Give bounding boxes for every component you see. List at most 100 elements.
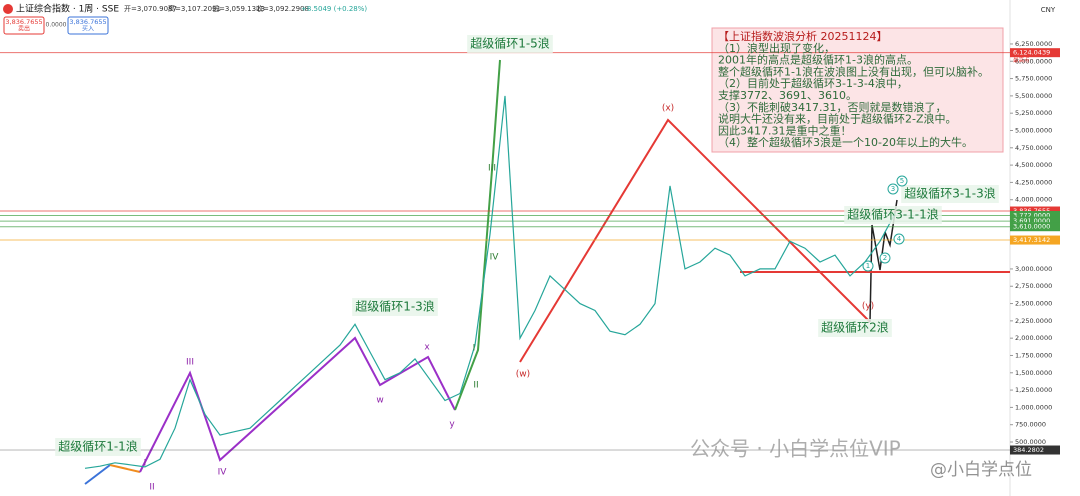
wave-line (869, 199, 898, 323)
price-line (84, 95, 896, 469)
wave-line (109, 464, 141, 473)
wave-mark: x (424, 343, 430, 353)
y-tick-label: 1,750.0000 (1015, 351, 1052, 359)
price-tag (1010, 445, 1060, 455)
ohlc-close: 收=3,092.2908 (256, 4, 309, 13)
analysis-line: 因此3417.31是重中之重！ (718, 123, 852, 137)
y-tick-label: 2,000.0000 (1015, 334, 1052, 342)
analysis-line: 说明大牛还没有来，目前处于超级循环2-Z浪中。 (718, 112, 957, 126)
wave-label-box (352, 298, 438, 316)
wave-mark: (w) (516, 370, 530, 380)
sell-price: 3,836.7655 (5, 18, 42, 26)
y-tick-label: 6,250.0000 (1015, 40, 1052, 48)
wave-circle (862, 260, 874, 272)
wave-circle-label: 4 (897, 235, 902, 243)
y-tick-label: 2,750.0000 (1015, 282, 1052, 290)
y-tick-label: 2,500.0000 (1015, 300, 1052, 308)
y-tick-label: 6,000.0000 (1015, 57, 1052, 65)
y-tick-label: 4,750.0000 (1015, 144, 1052, 152)
sell-label: 卖出 (18, 25, 30, 33)
y-tick-label: 500.0000 (1015, 438, 1046, 446)
wave-label-box (844, 206, 942, 224)
wave-mark: I (473, 344, 476, 354)
wave-line (519, 118, 871, 363)
wave-drawings (84, 59, 898, 485)
wave-label-box (467, 35, 553, 53)
analysis-line: 【上证指数波浪分析 20251124】 (718, 29, 887, 43)
wave-label: 超级循环1-1浪 (58, 439, 138, 454)
y-tick-label: 5,000.0000 (1015, 126, 1052, 134)
chart-content: 500.0000 750.0000 1,000.0000 1,250.0000 1,50… (0, 29, 1060, 493)
wave-circle-label: 1 (866, 262, 870, 270)
buy-button[interactable] (67, 16, 109, 35)
wave-label: 超级循环2浪 (821, 320, 889, 335)
price-tag (1010, 235, 1060, 245)
analysis-line: （3）不能刺破3417.31，否则就是数错浪了， (718, 100, 947, 114)
y-tick-label: 5,750.0000 (1015, 75, 1052, 83)
y-tick-label: 5,500.0000 (1015, 92, 1052, 100)
wave-label: 超级循环3-1-1浪 (847, 207, 939, 222)
wave-circle (879, 252, 891, 264)
wave-label-box (901, 185, 999, 203)
analysis-line: 2001年的高点是超级循环1-3浪的高点。 (718, 53, 918, 67)
wave-mark: II (473, 381, 478, 391)
ohlc-open: 开=3,070.9087 (124, 5, 177, 13)
currency: CNY (1041, 6, 1056, 14)
wave-label: 超级循环3-1-3浪 (904, 186, 996, 201)
y-tick-label: 750.0000 (1015, 421, 1046, 429)
price-tag (1010, 216, 1060, 226)
change: +8.5049 (+0.28%) (301, 5, 367, 13)
y-tick-label: 1,000.0000 (1015, 403, 1052, 411)
wave-mark: (y) (862, 302, 874, 312)
wave-label-box (818, 319, 892, 337)
y-tick-label: 4,500.0000 (1015, 161, 1052, 169)
analysis-line: 整个超级循环1-1浪在波浪图上没有出现，但可以脑补。 (718, 64, 989, 78)
wave-mark: (x) (662, 104, 674, 114)
wave-mark: III (488, 164, 496, 174)
y-tick-label: 1,250.0000 (1015, 386, 1052, 394)
wave-mark: w (376, 396, 383, 406)
ohlc-high: 高=3,107.2031 (168, 4, 221, 13)
wave-line (454, 59, 501, 411)
analysis-line: （1）浪型出现了变化， (718, 41, 835, 55)
wave-label-box (55, 438, 141, 456)
price-tag-label: 6,124.0439 (1013, 49, 1050, 57)
wave-label: 超级循环1-3浪 (355, 299, 435, 314)
y-tick-label: 3,000.0000 (1015, 265, 1052, 273)
price-tag-label: 3,610.0000 (1013, 223, 1050, 231)
wave-mark: IV (490, 253, 500, 263)
watermark: @小白学点位 (930, 460, 1032, 480)
symbol: 上证综合指数 · 1周 · SSE (16, 3, 119, 15)
price-tag-label: 384.2802 (1013, 446, 1044, 454)
analysis-line: （2）目前处于超级循环3-1-3-4浪中， (718, 76, 908, 90)
sell-button[interactable] (3, 16, 45, 35)
buy-label: 买入 (82, 25, 94, 33)
price-tag-label: 3,417.3142 (1013, 236, 1050, 244)
analysis-box (711, 27, 1004, 153)
wave-circle (896, 175, 908, 187)
wave-mark: y (449, 420, 455, 430)
watermark: 公众号 · 小白学点位VIP (690, 437, 901, 461)
analysis-line: 支撑3772、3691、3610。 (718, 88, 857, 102)
price-tag (1010, 210, 1060, 220)
wave-circle (893, 233, 905, 245)
wave-circle-label: 3 (891, 185, 895, 193)
symbol-icon (3, 4, 13, 14)
wave-circle (887, 183, 899, 195)
wave-mark: IV (218, 468, 228, 478)
y-tick-label: 4,250.0000 (1015, 178, 1052, 186)
y-tick-label: 4,000.0000 (1015, 196, 1052, 204)
price-tag-label: 3,691.0000 (1013, 217, 1050, 225)
price-tag (1010, 48, 1060, 58)
ohlc-low: 低=3,059.1313 (212, 4, 265, 13)
wave-line (139, 336, 456, 473)
spread: 0.0000 (46, 22, 67, 29)
wave-line (84, 464, 111, 485)
buy-price: 3,836.7655 (69, 18, 106, 26)
y-tick-label: 2,250.0000 (1015, 317, 1052, 325)
price-tag-note: 最高点 (1013, 56, 1030, 64)
wave-mark: III (186, 358, 194, 368)
wave-circle-label: 5 (900, 177, 904, 185)
y-tick-label: 1,500.0000 (1015, 369, 1052, 377)
